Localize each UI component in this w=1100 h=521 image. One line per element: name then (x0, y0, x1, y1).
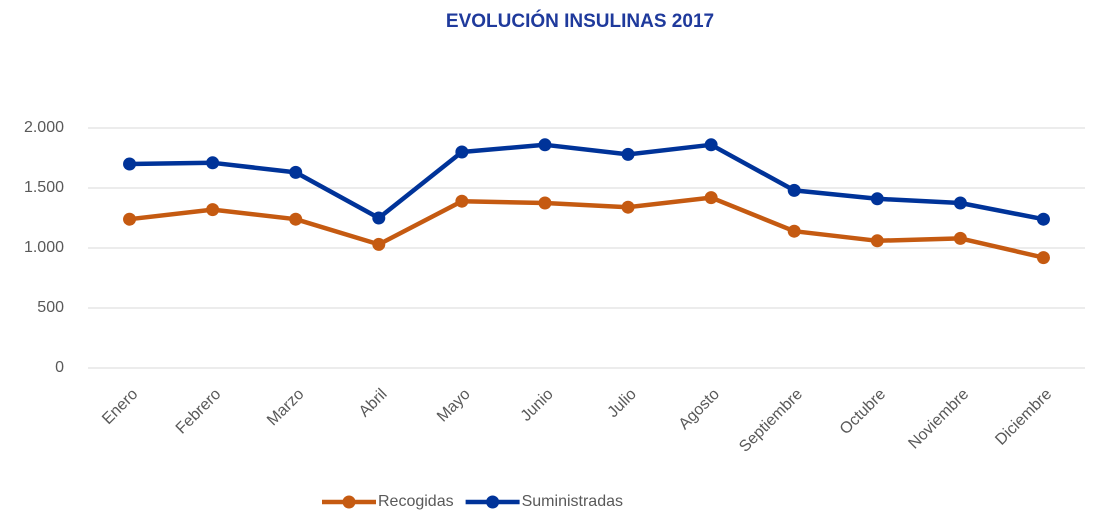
point (372, 211, 386, 225)
x-tick-label: Septiembre (736, 386, 806, 456)
point (870, 192, 884, 206)
y-tick-label: 500 (37, 299, 64, 316)
series-line (129, 195, 1044, 260)
point (1036, 212, 1050, 226)
legend-marker (342, 495, 356, 509)
point (289, 165, 303, 179)
point (123, 212, 137, 226)
point (538, 196, 552, 210)
y-tick-label: 1.500 (24, 179, 64, 196)
point (621, 147, 635, 161)
point (123, 157, 137, 171)
x-tick-label: Julio (605, 386, 640, 421)
point (372, 237, 386, 251)
point (206, 156, 220, 170)
point (289, 212, 303, 226)
point (455, 145, 469, 159)
x-tick-label: Octubre (837, 386, 889, 438)
x-tick-label: Mayo (434, 386, 474, 426)
y-tick-label: 1.000 (24, 239, 64, 256)
chart-title: EVOLUCIÓN INSULINAS 2017 (446, 10, 714, 32)
legend-label: Recogidas (378, 493, 454, 510)
point (787, 224, 801, 238)
point (455, 194, 469, 208)
y-tick-label: 2.000 (24, 119, 64, 136)
point (953, 231, 967, 245)
x-tick-label: Junio (518, 386, 557, 425)
series-line (129, 142, 1044, 222)
y-tick-label: 0 (55, 359, 64, 376)
point (1036, 251, 1050, 265)
x-tick-label: Abril (356, 386, 391, 421)
legend-marker (486, 495, 500, 509)
point (787, 183, 801, 197)
point (704, 191, 718, 205)
x-tick-label: Enero (99, 386, 141, 428)
point (704, 138, 718, 152)
x-tick-label: Febrero (173, 386, 225, 438)
point (870, 234, 884, 248)
x-tick-label: Marzo (264, 386, 308, 430)
x-tick-label: Diciembre (992, 386, 1055, 449)
legend-label: Suministradas (522, 493, 623, 510)
x-tick-label: Noviembre (905, 386, 972, 453)
point (206, 203, 220, 217)
point (538, 138, 552, 152)
point (621, 200, 635, 214)
point (953, 196, 967, 210)
x-tick-label: Agosto (676, 386, 723, 433)
